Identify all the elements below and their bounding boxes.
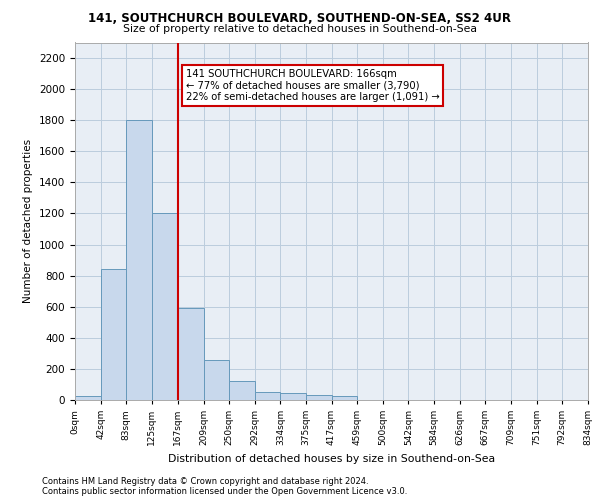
- Bar: [305, 394, 331, 400]
- Bar: [101, 268, 126, 400]
- Bar: [254, 392, 280, 400]
- Bar: [126, 120, 152, 400]
- Text: 141, SOUTHCHURCH BOULEVARD, SOUTHEND-ON-SEA, SS2 4UR: 141, SOUTHCHURCH BOULEVARD, SOUTHEND-ON-…: [89, 12, 511, 24]
- Bar: [331, 396, 358, 400]
- Y-axis label: Number of detached properties: Number of detached properties: [23, 139, 34, 304]
- Text: 141 SOUTHCHURCH BOULEVARD: 166sqm
← 77% of detached houses are smaller (3,790)
2: 141 SOUTHCHURCH BOULEVARD: 166sqm ← 77% …: [186, 69, 439, 102]
- Text: Contains HM Land Registry data © Crown copyright and database right 2024.: Contains HM Land Registry data © Crown c…: [42, 477, 368, 486]
- Bar: [178, 308, 203, 400]
- Bar: [152, 214, 178, 400]
- Bar: [75, 396, 101, 400]
- Bar: [203, 360, 229, 400]
- Bar: [229, 380, 254, 400]
- Bar: [280, 393, 305, 400]
- X-axis label: Distribution of detached houses by size in Southend-on-Sea: Distribution of detached houses by size …: [168, 454, 495, 464]
- Text: Contains public sector information licensed under the Open Government Licence v3: Contains public sector information licen…: [42, 487, 407, 496]
- Text: Size of property relative to detached houses in Southend-on-Sea: Size of property relative to detached ho…: [123, 24, 477, 34]
